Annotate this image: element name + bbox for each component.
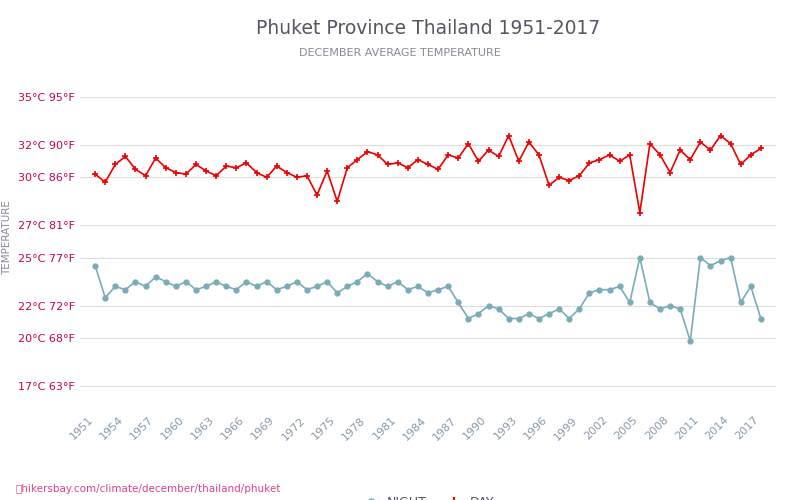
Text: DECEMBER AVERAGE TEMPERATURE: DECEMBER AVERAGE TEMPERATURE <box>299 48 501 58</box>
Title: Phuket Province Thailand 1951-2017: Phuket Province Thailand 1951-2017 <box>256 20 600 38</box>
Legend: NIGHT, DAY: NIGHT, DAY <box>357 491 499 500</box>
Y-axis label: TEMPERATURE: TEMPERATURE <box>2 200 13 275</box>
Text: 📍hikersbay.com/climate/december/thailand/phuket: 📍hikersbay.com/climate/december/thailand… <box>16 484 282 494</box>
